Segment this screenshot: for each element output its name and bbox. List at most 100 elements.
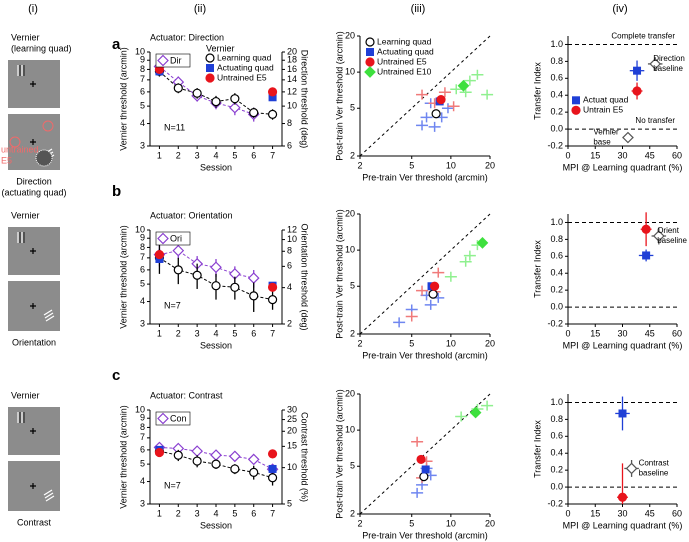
y-axis-label: Transfer Index: [532, 62, 542, 120]
y-tick-label: 5: [140, 278, 145, 288]
y2-tick-label: 8: [287, 118, 292, 128]
point: [430, 281, 440, 291]
point-label-line: Direction: [653, 54, 687, 63]
chart-title: Actuator: Orientation: [150, 210, 233, 220]
y-axis-label: Transfer Index: [532, 420, 542, 478]
x-axis-label: MPI @ Learning quadrant (%): [563, 520, 683, 530]
point: [625, 462, 638, 475]
legend-marker: [365, 57, 375, 67]
x-axis-label: Pre-train Ver threshold (arcmin): [362, 350, 488, 360]
point-label: Vernier base: [593, 128, 621, 147]
y-tick-label: 0.8: [550, 414, 563, 424]
legend-label: Con: [170, 413, 187, 423]
x-tick-label: 7: [270, 150, 275, 160]
point: [211, 96, 221, 107]
x-tick-label: 5: [409, 338, 414, 348]
point-label-line: baseline: [657, 236, 687, 245]
point: [267, 282, 278, 292]
y-tick-label: 20: [345, 30, 355, 40]
point: [157, 232, 169, 245]
x-tick-label: 3: [195, 150, 200, 160]
x-tick-label: 5: [232, 508, 237, 518]
x-tick-label: 20: [485, 518, 495, 528]
x-tick-label: 3: [195, 508, 200, 518]
x-tick-label: 15: [590, 150, 600, 160]
y-tick-label: 5: [350, 461, 355, 471]
point: [431, 109, 441, 119]
y-tick-label: 5: [140, 100, 145, 110]
legend-marker: [205, 53, 215, 63]
x-tick-label: 0: [565, 508, 570, 518]
y2-tick-label: 4: [287, 282, 292, 292]
row-letter: a: [112, 36, 121, 53]
y-tick-label: 2: [350, 328, 355, 338]
y-axis-label: Vernier threshold (arcmin): [118, 225, 128, 329]
y-tick-label: 0.4: [550, 448, 563, 458]
x-tick-label: 45: [645, 508, 655, 518]
y-tick-label: 0.4: [550, 268, 563, 278]
point: [455, 411, 468, 422]
point: [173, 83, 183, 93]
y-axis-label: Post-train Ver threshold (arcmin): [334, 389, 344, 519]
untrained-marker: [9, 136, 21, 148]
stimulus-label: Contrast: [17, 517, 52, 527]
point: [229, 450, 241, 463]
point: [393, 317, 406, 328]
point: [438, 87, 451, 98]
y-tick-label: 3: [140, 498, 145, 508]
stimulus-label: Vernier: [11, 210, 40, 220]
y2-tick-label: 10: [287, 100, 297, 110]
legend-label: Untrained E5: [377, 56, 427, 66]
point: [157, 54, 169, 67]
x-tick-label: 5: [232, 328, 237, 338]
y-tick-label: 0.0: [550, 123, 563, 133]
point: [173, 265, 183, 275]
point: [230, 94, 240, 104]
y-tick-label: 3: [140, 140, 145, 150]
x-tick-label: 4: [213, 328, 218, 338]
x-tick-label: 60: [672, 508, 682, 518]
x-tick-label: 45: [645, 150, 655, 160]
y-tick-label: 0.0: [550, 481, 563, 491]
legend-marker: [366, 48, 374, 56]
y-tick-label: 3: [140, 318, 145, 328]
x-axis-label: MPI @ Learning quadrant (%): [563, 340, 683, 350]
y-tick-label: 7: [140, 74, 145, 84]
y2-tick-label: 20: [287, 426, 297, 436]
y-axis-label: Vernier threshold (arcmin): [118, 47, 128, 151]
y-tick-label: 0.8: [550, 234, 563, 244]
point: [192, 88, 202, 98]
y-tick-label: -0.2: [547, 318, 563, 328]
row-letter: b: [112, 183, 121, 200]
y2-tick-label: 6: [287, 140, 292, 150]
point: [652, 230, 665, 242]
point: [416, 285, 429, 296]
point: [463, 75, 476, 86]
y2-tick-label: 15: [287, 441, 297, 451]
legend-label: Untrain E5: [583, 105, 623, 115]
y-tick-label: 0.6: [550, 431, 563, 441]
x-tick-label: 30: [617, 150, 627, 160]
x-tick-label: 6: [251, 150, 256, 160]
point: [411, 487, 424, 498]
point: [249, 291, 259, 301]
grating: [43, 489, 55, 502]
x-tick-label: 6: [251, 508, 256, 518]
x-tick-label: 45: [645, 328, 655, 338]
untrained-marker: [42, 120, 54, 132]
row-letter: c: [112, 367, 120, 384]
x-tick-label: 4: [213, 150, 218, 160]
x-tick-label: 60: [672, 328, 682, 338]
point: [421, 465, 430, 474]
point: [457, 79, 470, 92]
point: [633, 66, 642, 75]
point: [210, 261, 222, 274]
point: [617, 492, 628, 502]
chart-title: Actuator: Direction: [150, 32, 224, 42]
point: [192, 456, 202, 466]
x-tick-label: 5: [232, 150, 237, 160]
point: [267, 109, 278, 119]
point: [411, 436, 424, 447]
point: [432, 267, 445, 278]
point: [463, 250, 476, 261]
